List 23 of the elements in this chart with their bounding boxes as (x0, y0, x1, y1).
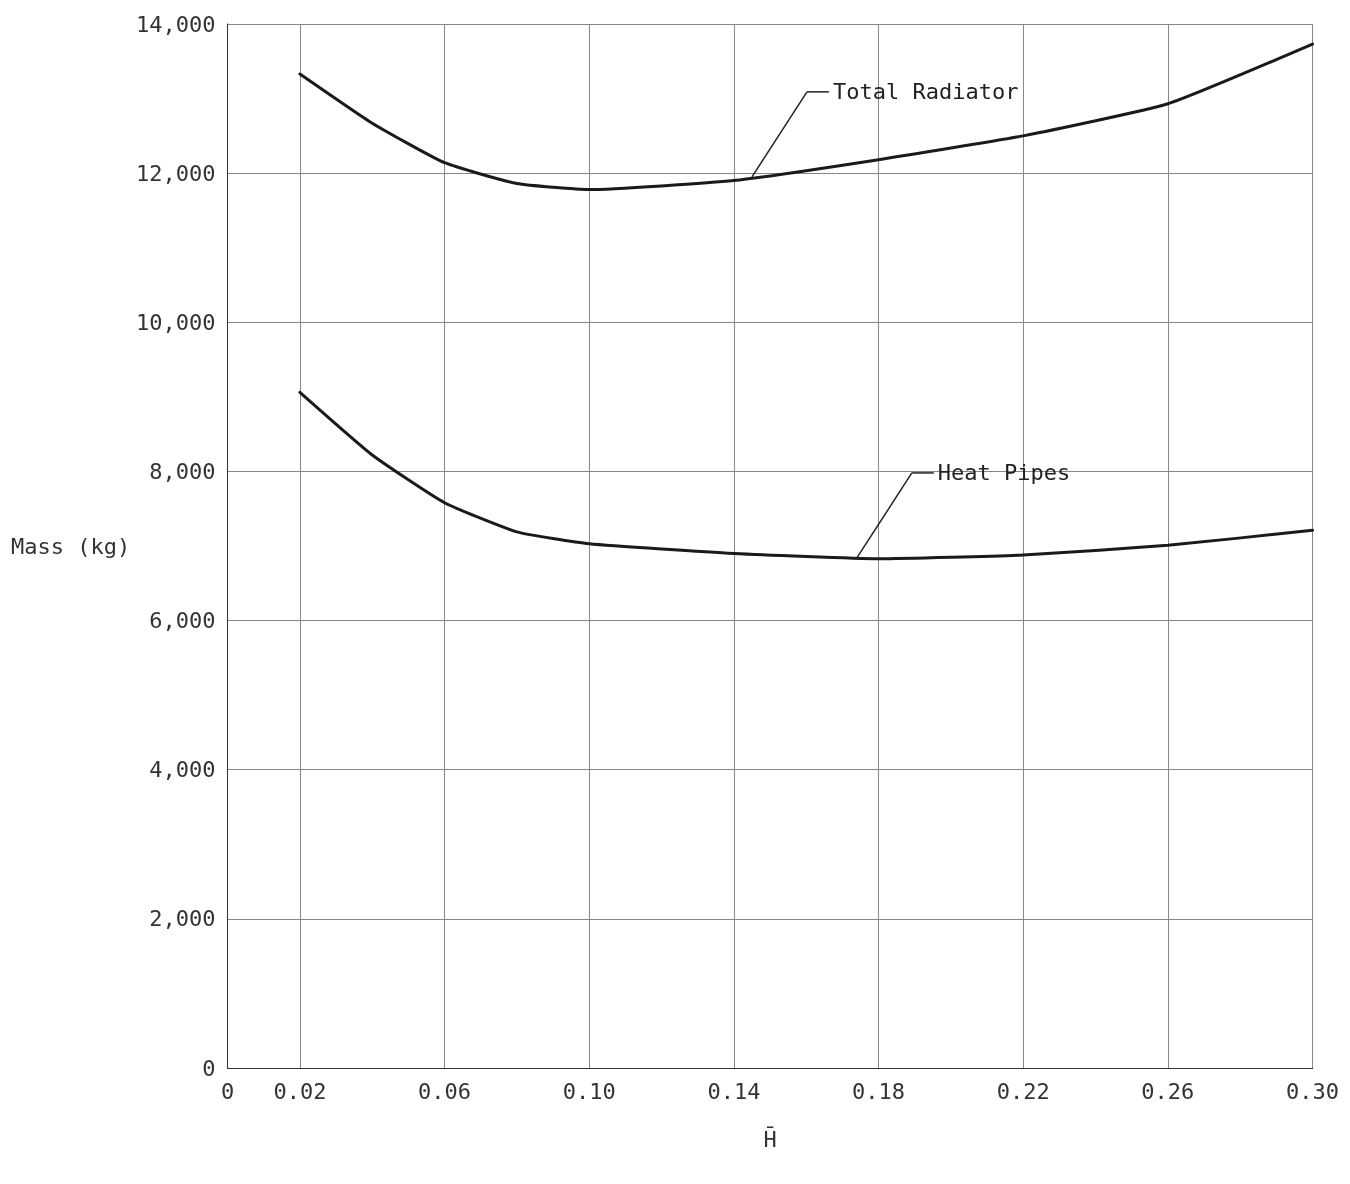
x-tick-label: 0.22 (996, 1078, 1050, 1104)
x-tick-label: 0.06 (418, 1078, 472, 1104)
line-series (298, 42, 1315, 192)
y-tick-label: 2,000 (149, 906, 216, 932)
y-tick-label: 4,000 (149, 757, 216, 783)
x-tick-label: 0.02 (273, 1078, 327, 1104)
x-tick-label: 0.30 (1286, 1078, 1339, 1104)
y-tick-label: 6,000 (149, 608, 216, 634)
y-tick-label: 14,000 (136, 11, 216, 37)
x-tick-label: 0 (220, 1078, 235, 1104)
x-tick-label: 0.10 (562, 1078, 616, 1104)
x-tick-label: 0.26 (1141, 1078, 1195, 1104)
y-tick-label: 12,000 (136, 160, 216, 186)
y-tick-label: 0 (202, 1055, 216, 1081)
annotation: Total Radiator (832, 79, 1019, 105)
annotation: Heat Pipes (937, 460, 1071, 486)
y-axis-title: Mass (kg) (10, 533, 131, 559)
x-axis-title: H̄ (763, 1126, 777, 1152)
x-tick-label: 0.18 (852, 1078, 906, 1104)
x-tick-label: 0.14 (707, 1078, 761, 1104)
line-series (298, 390, 1315, 561)
y-tick-label: 8,000 (149, 458, 216, 484)
y-tick-label: 10,000 (136, 309, 216, 335)
